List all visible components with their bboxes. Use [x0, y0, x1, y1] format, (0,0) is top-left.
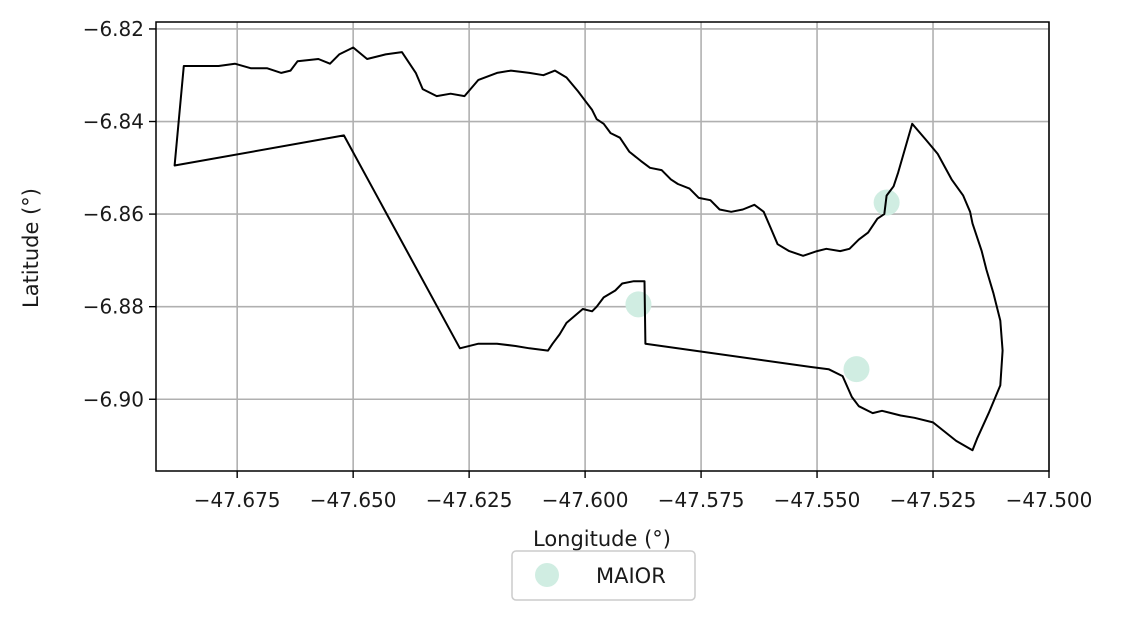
- y-tick-label: −6.86: [83, 202, 144, 226]
- maior-point: [625, 291, 652, 318]
- x-tick-label: −47.650: [310, 488, 397, 512]
- x-axis-ticks: −47.675 −47.650 −47.625 −47.600 −47.575 −47.5…: [194, 471, 1093, 512]
- municipality-boundary: [173, 46, 1004, 452]
- legend-label-maior: MAIOR: [596, 564, 666, 588]
- legend-frame: [511, 550, 696, 601]
- x-tick-label: −47.550: [774, 488, 861, 512]
- y-axis-title: Latitude (°): [19, 188, 43, 308]
- x-tick-label: −47.625: [426, 488, 513, 512]
- x-tick-label: −47.500: [1006, 488, 1093, 512]
- legend-marker-maior: [535, 563, 559, 587]
- y-tick-label: −6.82: [83, 17, 144, 41]
- maior-point: [843, 356, 870, 383]
- x-tick-label: −47.600: [542, 488, 629, 512]
- legend: MAIOR: [511, 550, 696, 601]
- y-tick-label: −6.90: [83, 387, 144, 411]
- x-tick-label: −47.575: [658, 488, 745, 512]
- y-tick-label: −6.84: [83, 110, 144, 134]
- x-axis-title: Longitude (°): [533, 527, 671, 551]
- x-tick-label: −47.675: [194, 488, 281, 512]
- plot-frame: [155, 21, 1050, 472]
- y-tick-label: −6.88: [83, 295, 144, 319]
- y-axis-ticks: −6.82 −6.84 −6.86 −6.88 −6.90: [83, 17, 156, 411]
- x-tick-label: −47.525: [890, 488, 977, 512]
